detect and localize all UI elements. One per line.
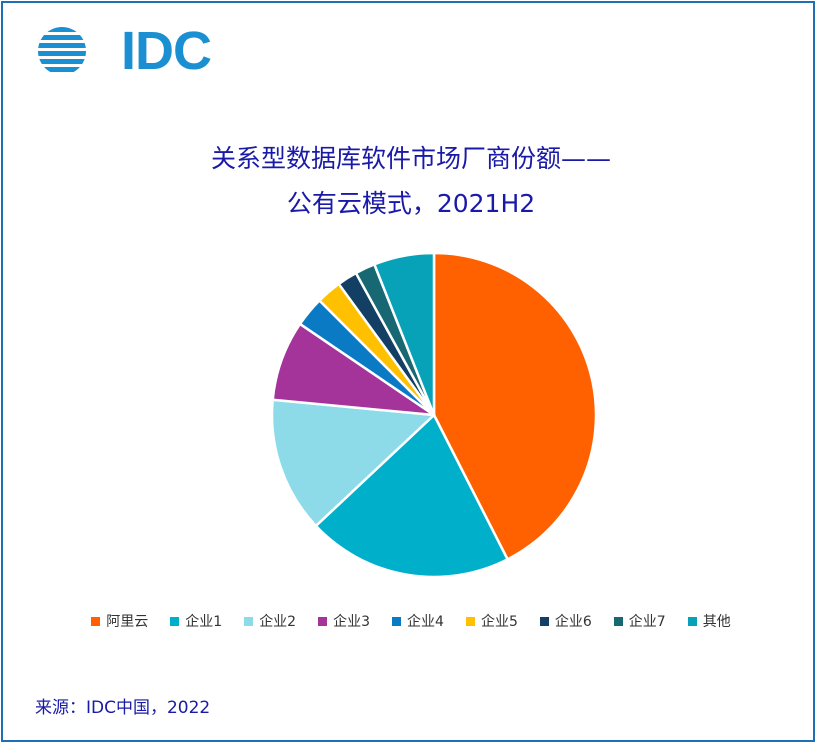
legend-item: 企业6 — [539, 611, 592, 631]
legend-item: 阿里云 — [91, 611, 148, 631]
chart-title-line-1: 关系型数据库软件市场厂商份额—— — [210, 144, 611, 173]
legend-label: 企业5 — [480, 614, 518, 630]
legend-item: 企业2 — [244, 611, 296, 631]
legend-label: 其他 — [702, 614, 731, 630]
legend-item: 其他 — [687, 611, 731, 631]
legend-swatch — [318, 616, 328, 626]
legend-item: 企业1 — [170, 611, 222, 631]
legend-swatch — [170, 616, 180, 626]
legend-label: 企业6 — [554, 614, 592, 630]
chart-legend: 阿里云 企业1 企业2 企业3 企业4 企业5 企业6 企业7 其他 — [3, 611, 816, 631]
legend-label: 企业2 — [259, 614, 297, 630]
globe-icon — [38, 27, 86, 72]
legend-item: 企业7 — [613, 611, 666, 631]
source-note: 来源：IDC中国，2022 — [35, 698, 211, 718]
pie-slice-9 — [373, 251, 436, 417]
legend-label: 企业1 — [185, 614, 223, 630]
pie-chart — [270, 251, 598, 579]
idc-logo: IDC — [37, 23, 212, 79]
legend-swatch — [244, 616, 254, 626]
legend-swatch — [465, 616, 475, 626]
chart-title-line-2: 公有云模式，2021H2 — [286, 189, 536, 218]
legend-label: 企业4 — [407, 614, 444, 630]
legend-item: 企业5 — [465, 611, 518, 631]
legend-item: 企业3 — [318, 611, 370, 631]
legend-swatch — [539, 616, 549, 626]
pie-slices — [270, 251, 598, 579]
legend-label: 企业7 — [628, 614, 666, 630]
legend-swatch — [687, 616, 697, 626]
logo-wordmark: IDC — [121, 21, 212, 81]
legend-swatch — [613, 616, 623, 626]
pie-slice-2 — [314, 413, 509, 579]
pie-slice-3 — [270, 398, 436, 528]
legend-swatch — [91, 616, 101, 626]
legend-label: 阿里云 — [106, 614, 149, 630]
legend-label: 企业3 — [333, 614, 371, 630]
pie-slice-1 — [432, 251, 598, 561]
legend-item: 企业4 — [392, 611, 444, 631]
legend-swatch — [392, 616, 402, 626]
